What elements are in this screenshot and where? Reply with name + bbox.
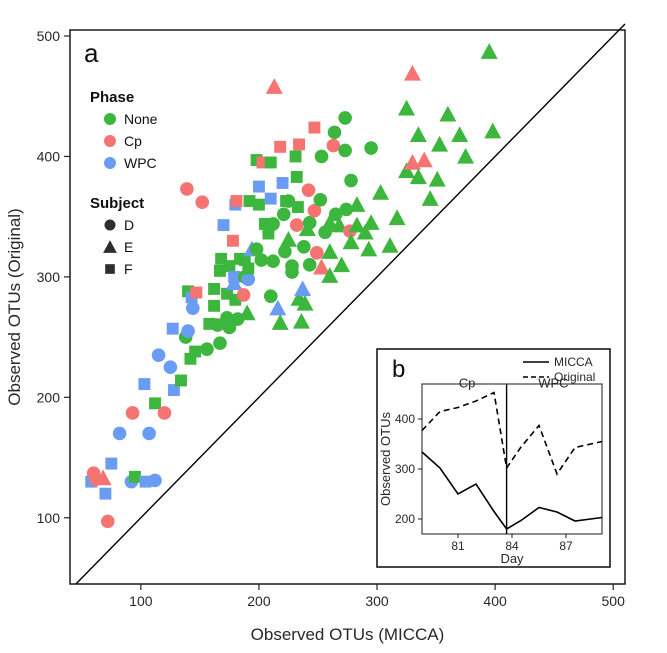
- svg-text:b: b: [392, 356, 405, 383]
- svg-text:300: 300: [365, 593, 389, 609]
- svg-text:Day: Day: [500, 551, 524, 566]
- svg-text:100: 100: [129, 593, 153, 609]
- svg-text:Observed OTUs (Original): Observed OTUs (Original): [5, 208, 24, 405]
- svg-text:D: D: [124, 217, 134, 233]
- svg-text:400: 400: [395, 412, 415, 426]
- svg-text:200: 200: [247, 593, 271, 609]
- chart-svg: 100 200 300 400 500 100 200 300 400 500 Observed O…: [0, 0, 667, 653]
- svg-text:Cp: Cp: [459, 376, 476, 391]
- svg-text:87: 87: [559, 539, 573, 553]
- svg-text:None: None: [124, 111, 158, 127]
- svg-text:Original: Original: [554, 370, 595, 384]
- svg-text:500: 500: [602, 593, 626, 609]
- chart-container: 100 200 300 400 500 100 200 300 400 500 Observed O…: [0, 0, 667, 653]
- svg-text:400: 400: [37, 148, 61, 164]
- svg-text:E: E: [124, 239, 133, 255]
- svg-text:Cp: Cp: [124, 133, 142, 149]
- svg-text:Phase: Phase: [90, 89, 134, 106]
- svg-text:300: 300: [37, 269, 61, 285]
- svg-text:100: 100: [37, 510, 61, 526]
- svg-text:Observed OTUs: Observed OTUs: [378, 412, 393, 506]
- svg-text:400: 400: [483, 593, 507, 609]
- svg-text:a: a: [84, 38, 99, 68]
- svg-text:MICCA: MICCA: [554, 355, 593, 369]
- svg-text:200: 200: [395, 512, 415, 526]
- svg-text:WPC: WPC: [124, 155, 157, 171]
- svg-text:81: 81: [451, 539, 465, 553]
- svg-text:Subject: Subject: [90, 195, 144, 212]
- svg-text:Observed OTUs (MICCA): Observed OTUs (MICCA): [251, 625, 445, 644]
- svg-text:200: 200: [37, 389, 61, 405]
- svg-text:F: F: [124, 261, 133, 277]
- svg-text:500: 500: [37, 28, 61, 44]
- svg-text:300: 300: [395, 462, 415, 476]
